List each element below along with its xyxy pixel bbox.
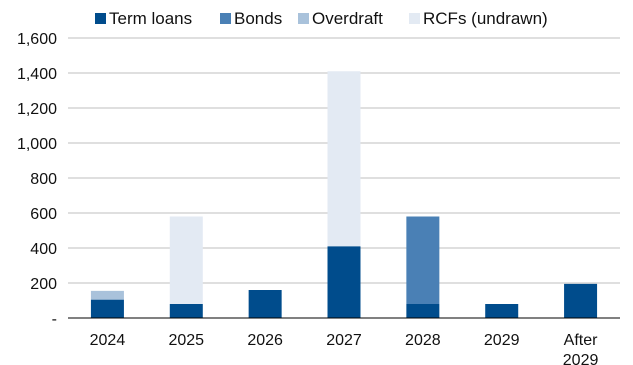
y-tick-label: 1,600 (17, 31, 57, 48)
legend-label: Term loans (109, 9, 192, 28)
legend-swatch (409, 13, 420, 24)
y-tick-label: - (52, 311, 57, 328)
bar-segment (327, 246, 361, 318)
bar-segment (406, 216, 440, 304)
y-tick-label: 200 (30, 276, 57, 293)
legend-item: Bonds (220, 9, 282, 28)
y-tick-label: 1,200 (17, 101, 57, 118)
x-axis: 2024 2025 2026 2027 2028 2029 After 2029 (68, 317, 620, 365)
y-axis: - 200 400 600 800 1,000 1,200 1,400 1,600 (17, 31, 57, 328)
legend-item: Term loans (95, 9, 192, 28)
x-tick-label: After 2029 (563, 332, 599, 365)
x-tick-label: 2026 (247, 332, 283, 349)
legend: Term loans Bonds Overdraft RCFs (undrawn) (95, 9, 548, 28)
legend-item: RCFs (undrawn) (409, 9, 548, 28)
x-tick-label: 2028 (405, 332, 441, 349)
x-tick-label: 2027 (326, 332, 362, 349)
bar-segment (248, 290, 282, 318)
bar-segment (564, 283, 598, 318)
legend-label: RCFs (undrawn) (423, 9, 548, 28)
bar-segment (169, 304, 203, 318)
bar-segment (169, 216, 203, 304)
legend-swatch (95, 13, 106, 24)
x-tick-label: 2029 (484, 332, 520, 349)
bars (90, 71, 598, 318)
legend-swatch (220, 13, 231, 24)
y-tick-label: 400 (30, 241, 57, 258)
bar-segment (485, 304, 519, 318)
x-tick-label: 2025 (168, 332, 204, 349)
legend-swatch (298, 13, 309, 24)
bar-segment (406, 304, 440, 318)
y-tick-label: 800 (30, 171, 57, 188)
bar-segment (90, 290, 124, 300)
bar-segment (90, 299, 124, 318)
y-tick-label: 1,000 (17, 136, 57, 153)
y-tick-label: 600 (30, 206, 57, 223)
bar-segment (327, 71, 361, 247)
x-tick-label: 2024 (90, 332, 126, 349)
legend-label: Bonds (234, 9, 282, 28)
legend-item: Overdraft (298, 9, 383, 28)
y-tick-label: 1,400 (17, 66, 57, 83)
legend-label: Overdraft (312, 9, 383, 28)
